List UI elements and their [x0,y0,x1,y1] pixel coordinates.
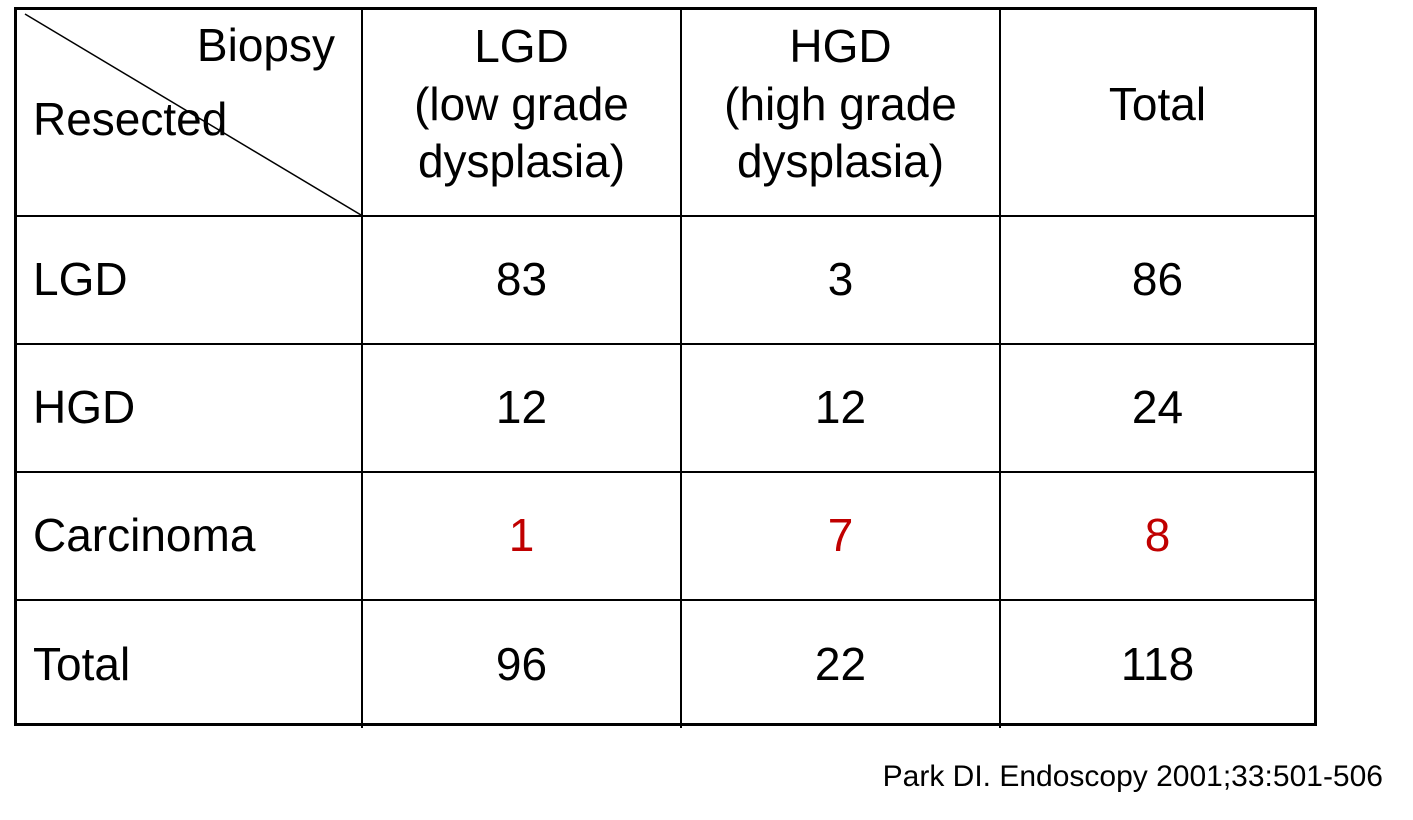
table-row-total: Total 96 22 118 [17,599,1314,728]
table-cell: 12 [680,343,1001,473]
column-header-line: (high grade [724,77,957,130]
corner-cell: Biopsy Resected [17,10,363,217]
row-axis-label: Resected [33,93,228,145]
column-header-line: (low grade [414,77,629,130]
column-header-line: dysplasia) [417,135,626,188]
column-header-line: dysplasia) [736,135,945,188]
table-cell: 86 [999,215,1314,345]
table-cell: 118 [999,599,1314,728]
row-label: Total [17,599,363,728]
highlighted-cell: 1 [361,471,682,601]
column-axis-label: Biopsy [196,19,335,71]
row-label: LGD [17,215,363,345]
header-row: Biopsy Resected LGD (low grade dysplasia… [17,10,1314,217]
highlighted-cell: 7 [680,471,1001,601]
table-cell: 83 [361,215,682,345]
column-header-total: Total [999,10,1314,217]
highlighted-cell: 8 [999,471,1314,601]
column-header-line: LGD [474,20,569,73]
table-cell: 3 [680,215,1001,345]
column-header-line: Total [1108,77,1207,130]
row-label: Carcinoma [17,471,363,601]
table-cell: 96 [361,599,682,728]
column-header-lgd: LGD (low grade dysplasia) [361,10,682,217]
column-header-line: HGD [789,20,892,73]
citation: Park DI. Endoscopy 2001;33:501-506 [882,760,1383,793]
table-row-lgd: LGD 83 3 86 [17,215,1314,345]
table-row-carcinoma: Carcinoma 1 7 8 [17,471,1314,601]
table-cell: 12 [361,343,682,473]
table-row-hgd: HGD 12 12 24 [17,343,1314,473]
table-cell: 22 [680,599,1001,728]
diagonal-divider [24,13,360,214]
table-cell: 24 [999,343,1314,473]
biopsy-vs-resection-table: Biopsy Resected LGD (low grade dysplasia… [17,10,1314,728]
row-label: HGD [17,343,363,473]
column-header-hgd: HGD (high grade dysplasia) [680,10,1001,217]
data-table: Biopsy Resected LGD (low grade dysplasia… [14,7,1317,728]
